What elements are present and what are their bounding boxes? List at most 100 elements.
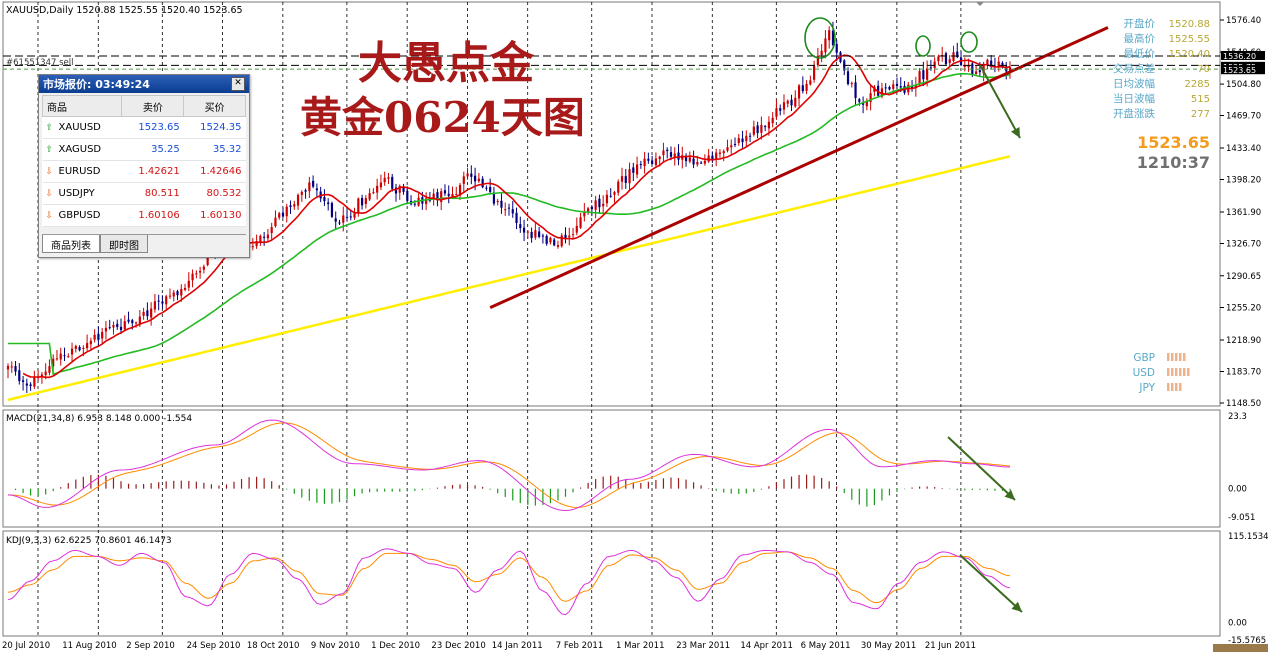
candle-body[interactable] <box>519 224 522 229</box>
candle-body[interactable] <box>986 59 989 66</box>
candle-body[interactable] <box>726 147 729 151</box>
candle-body[interactable] <box>956 51 959 58</box>
candle-body[interactable] <box>515 212 518 224</box>
candle-body[interactable] <box>914 84 917 89</box>
candle-body[interactable] <box>55 358 59 360</box>
candle-body[interactable] <box>440 191 443 203</box>
candle-body[interactable] <box>530 231 533 239</box>
candlestick-chart[interactable] <box>3 21 1220 402</box>
candle-body[interactable] <box>78 346 81 351</box>
candle-body[interactable] <box>168 295 172 297</box>
kdj-k-line[interactable] <box>7 548 1011 616</box>
candle-body[interactable] <box>583 211 586 217</box>
column-header-symbol[interactable]: 商品 <box>41 95 123 117</box>
candle-body[interactable] <box>764 126 767 128</box>
candle-body[interactable] <box>579 217 582 228</box>
close-icon[interactable]: ✕ <box>231 77 245 91</box>
candle-body[interactable] <box>654 158 658 166</box>
candle-body[interactable] <box>285 206 288 217</box>
candle-body[interactable] <box>877 85 880 96</box>
candle-body[interactable] <box>127 319 130 322</box>
quote-row[interactable]: ⇧ XAUUSD 1523.65 1524.35 <box>42 116 246 139</box>
candle-body[interactable] <box>146 310 149 317</box>
candle-body[interactable] <box>846 71 850 85</box>
candle-body[interactable] <box>779 108 782 111</box>
candle-body[interactable] <box>187 280 190 288</box>
candle-body[interactable] <box>767 121 771 129</box>
candle-body[interactable] <box>831 30 835 46</box>
candle-body[interactable] <box>711 155 714 160</box>
scroll-handle[interactable] <box>1213 644 1268 652</box>
candle-body[interactable] <box>700 162 703 164</box>
candle-body[interactable] <box>312 180 315 187</box>
candle-body[interactable] <box>191 273 194 281</box>
candle-body[interactable] <box>869 93 872 102</box>
candle-body[interactable] <box>892 84 895 89</box>
candle-body[interactable] <box>534 230 537 238</box>
candle-body[interactable] <box>884 87 887 89</box>
candle-body[interactable] <box>805 83 808 91</box>
candle-body[interactable] <box>880 88 884 97</box>
candle-body[interactable] <box>259 235 262 243</box>
candle-body[interactable] <box>183 287 187 290</box>
candle-body[interactable] <box>447 193 450 196</box>
candle-body[interactable] <box>684 155 688 162</box>
candle-body[interactable] <box>134 322 138 324</box>
candle-body[interactable] <box>820 50 823 56</box>
candle-body[interactable] <box>741 138 744 143</box>
candle-body[interactable] <box>688 157 691 162</box>
candle-body[interactable] <box>330 203 334 217</box>
candle-body[interactable] <box>492 192 496 204</box>
candle-body[interactable] <box>202 266 205 270</box>
candle-body[interactable] <box>89 340 92 345</box>
candle-body[interactable] <box>455 193 458 195</box>
candle-body[interactable] <box>854 82 857 98</box>
candle-body[interactable] <box>673 153 676 159</box>
candle-body[interactable] <box>345 216 349 218</box>
quote-row[interactable]: ⇧ XAGUSD 35.25 35.32 <box>42 138 246 161</box>
candle-body[interactable] <box>387 177 390 179</box>
candle-body[interactable] <box>538 231 541 237</box>
candle-body[interactable] <box>195 273 198 275</box>
ma-slow-line[interactable] <box>7 155 1011 402</box>
candle-body[interactable] <box>48 366 51 373</box>
candle-body[interactable] <box>293 204 296 207</box>
candle-body[interactable] <box>10 366 13 368</box>
candle-body[interactable] <box>824 38 827 53</box>
candle-body[interactable] <box>564 234 567 239</box>
candle-body[interactable] <box>545 235 548 244</box>
macd-indicator[interactable] <box>7 419 1011 512</box>
tab-tick-chart[interactable]: 即时图 <box>100 235 148 253</box>
candle-body[interactable] <box>553 239 556 246</box>
candle-body[interactable] <box>662 150 665 155</box>
candle-body[interactable] <box>745 135 748 142</box>
candle-body[interactable] <box>703 160 706 164</box>
candle-body[interactable] <box>21 380 25 383</box>
candle-body[interactable] <box>990 60 993 66</box>
candle-body[interactable] <box>617 181 620 193</box>
shift-marker-icon[interactable] <box>976 2 984 6</box>
candle-body[interactable] <box>289 205 292 208</box>
candle-body[interactable] <box>797 85 801 99</box>
candle-body[interactable] <box>692 158 695 165</box>
candle-body[interactable] <box>86 343 89 349</box>
candle-body[interactable] <box>643 158 646 166</box>
candle-body[interactable] <box>771 117 774 124</box>
candle-body[interactable] <box>828 30 831 41</box>
candle-body[interactable] <box>70 348 74 355</box>
candle-body[interactable] <box>364 198 367 204</box>
candle-body[interactable] <box>850 83 853 85</box>
candle-body[interactable] <box>63 355 66 357</box>
candle-body[interactable] <box>308 182 311 192</box>
candle-body[interactable] <box>274 217 277 227</box>
candle-body[interactable] <box>910 85 914 89</box>
candle-body[interactable] <box>801 85 804 92</box>
candle-body[interactable] <box>937 56 940 62</box>
candle-body[interactable] <box>1008 67 1012 71</box>
ma-mid-line[interactable] <box>8 73 1011 376</box>
candle-body[interactable] <box>6 365 10 370</box>
candle-body[interactable] <box>568 235 571 238</box>
candle-body[interactable] <box>119 326 123 331</box>
candle-body[interactable] <box>737 138 740 144</box>
